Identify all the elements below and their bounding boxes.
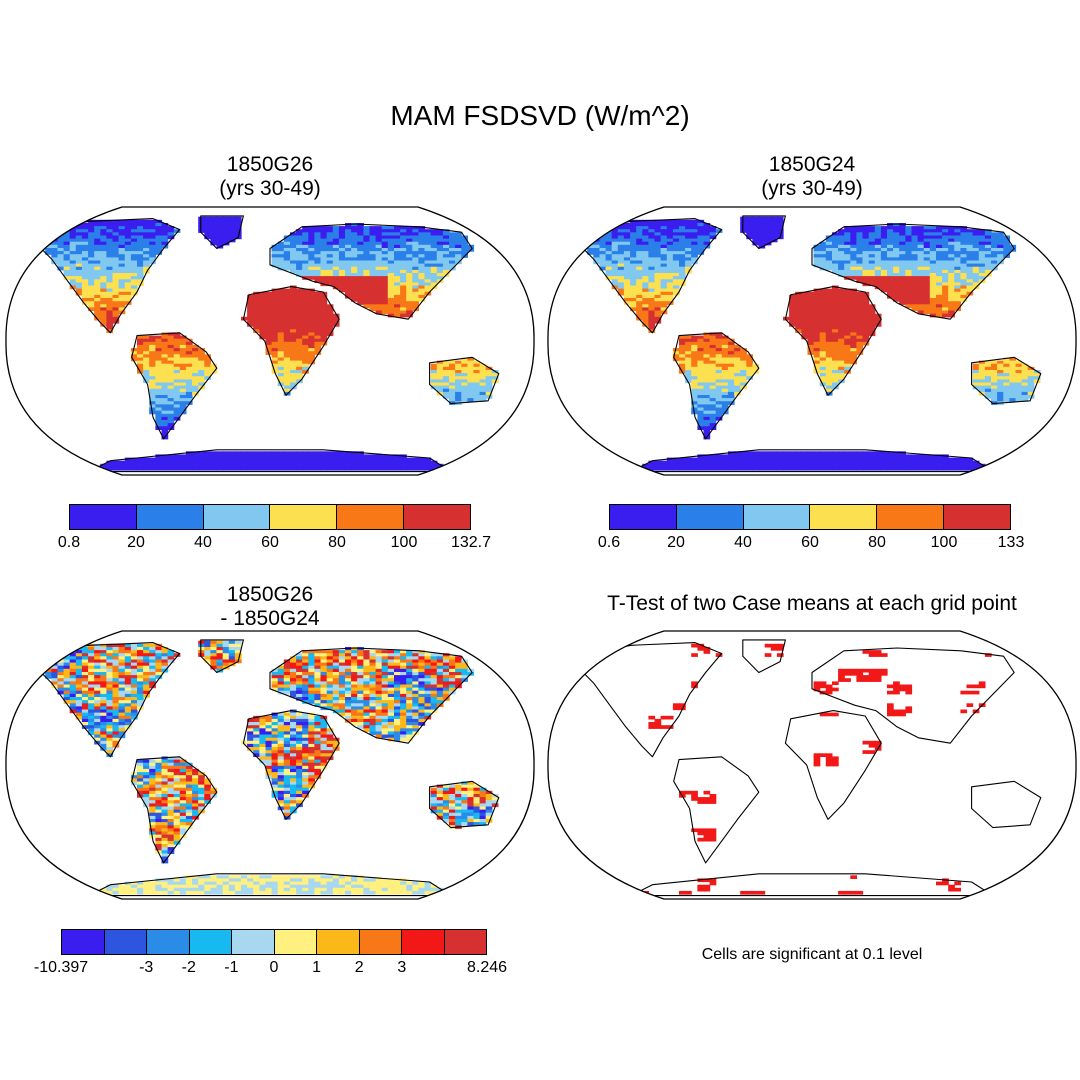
panel-title-top-left-line1: 1850G26 bbox=[226, 153, 314, 176]
map-field bbox=[39, 216, 499, 471]
colorbar-swatch bbox=[70, 505, 137, 529]
colorbar-tick-label: 80 bbox=[868, 534, 886, 551]
coastline-eurasia bbox=[269, 223, 473, 320]
panel-title-bottom-right: T-Test of two Case means at each grid po… bbox=[552, 592, 1072, 616]
panel-title-bottom-left-line2: - 1850G24 bbox=[220, 607, 320, 630]
colorbar-tick-label: -2 bbox=[181, 959, 196, 976]
map-field bbox=[636, 643, 992, 895]
coastline-south-america bbox=[673, 332, 760, 440]
colorbar-swatch bbox=[404, 505, 470, 529]
panel-title-top-right: 1850G24 (yrs 30-49) bbox=[672, 153, 952, 201]
map-panel-top-right bbox=[547, 206, 1077, 476]
colorbar-swatch bbox=[232, 930, 275, 954]
colorbar-tick-label: 0 bbox=[269, 959, 279, 976]
figure-title: MAM FSDSVD (W/m^2) bbox=[390, 100, 690, 131]
coastline-africa bbox=[242, 286, 340, 396]
colorbar-top-left bbox=[69, 504, 471, 530]
map-border bbox=[547, 206, 1077, 476]
colorbar-tick-label: -10.397 bbox=[33, 959, 89, 976]
coastline-greenland bbox=[200, 639, 244, 674]
colorbar-swatch bbox=[270, 505, 338, 529]
coastline-eurasia bbox=[811, 647, 1015, 744]
colorbar-tick-label: 60 bbox=[261, 534, 279, 551]
colorbar-tick-label: 133 bbox=[997, 534, 1025, 551]
colorbar-swatch bbox=[274, 930, 317, 954]
colorbar-tick-label: 132.7 bbox=[450, 534, 492, 551]
colorbar-tick-label: 40 bbox=[194, 534, 212, 551]
map-border bbox=[5, 206, 535, 476]
colorbar-tick-label: 2 bbox=[354, 959, 364, 976]
coastline-australia bbox=[971, 356, 1042, 405]
colorbar-tick-label: 20 bbox=[667, 534, 685, 551]
panel-title-bottom-left: 1850G26 - 1850G24 bbox=[130, 583, 410, 631]
colorbar-top-right bbox=[609, 504, 1011, 530]
colorbar-swatch bbox=[189, 930, 232, 954]
colorbar-swatch bbox=[676, 505, 744, 529]
panel-title-top-left-line2: (yrs 30-49) bbox=[219, 177, 321, 200]
colorbar-tick-label: 100 bbox=[930, 534, 958, 551]
colorbar-tick-label: 8.246 bbox=[466, 959, 508, 976]
map-border bbox=[547, 630, 1077, 900]
colorbar-swatch bbox=[610, 505, 677, 529]
colorbar-tick-label: 60 bbox=[801, 534, 819, 551]
colorbar-swatch bbox=[810, 505, 878, 529]
map-panel-bottom-right bbox=[547, 630, 1077, 900]
panel-title-top-right-line2: (yrs 30-49) bbox=[761, 177, 863, 200]
coastline-australia bbox=[429, 356, 500, 405]
map-ocean bbox=[547, 631, 1077, 899]
significance-note: Cells are significant at 0.1 level bbox=[701, 946, 923, 963]
colorbar-swatch bbox=[104, 930, 147, 954]
coastline-greenland bbox=[742, 639, 786, 674]
coastline-south-america bbox=[131, 756, 218, 864]
colorbar-tick-label: 40 bbox=[734, 534, 752, 551]
colorbar-swatch bbox=[136, 505, 204, 529]
map-panel-top-left bbox=[5, 206, 535, 476]
colorbar-swatch bbox=[402, 930, 445, 954]
colorbar-swatch bbox=[877, 505, 945, 529]
colorbar-tick-label: -3 bbox=[139, 959, 154, 976]
coastline-greenland bbox=[742, 215, 786, 250]
colorbar-tick-label: -1 bbox=[224, 959, 239, 976]
colorbar-tick-label: 0.8 bbox=[57, 534, 81, 551]
colorbar-tick-label: 80 bbox=[328, 534, 346, 551]
colorbar-tick-label: 1 bbox=[312, 959, 322, 976]
colorbar-swatch bbox=[317, 930, 360, 954]
coastline-greenland bbox=[200, 215, 244, 250]
coastline-australia bbox=[429, 780, 500, 829]
coastline-africa bbox=[242, 710, 340, 820]
colorbar-swatch bbox=[444, 930, 486, 954]
colorbar-swatch bbox=[203, 505, 271, 529]
coastline-eurasia bbox=[811, 223, 1015, 320]
map-border bbox=[5, 630, 535, 900]
colorbar-tick-label: 0.6 bbox=[597, 534, 621, 551]
colorbar-tick-label: 100 bbox=[390, 534, 418, 551]
coastline-south-america bbox=[673, 756, 760, 864]
panel-title-top-right-line1: 1850G24 bbox=[768, 153, 856, 176]
coastline-north-america bbox=[35, 642, 181, 758]
colorbar-tick-label: 20 bbox=[127, 534, 145, 551]
colorbar-bottom-left bbox=[61, 929, 487, 955]
colorbar-swatch bbox=[337, 505, 405, 529]
coastline-north-america bbox=[577, 218, 723, 334]
coastline-eurasia bbox=[269, 647, 473, 744]
panel-title-top-left: 1850G26 (yrs 30-49) bbox=[130, 153, 410, 201]
colorbar-swatch bbox=[62, 930, 105, 954]
coastline-south-america bbox=[131, 332, 218, 440]
colorbar-swatch bbox=[359, 930, 402, 954]
map-panel-bottom-left bbox=[5, 630, 535, 900]
coastline-africa bbox=[784, 286, 882, 396]
coastline-north-america bbox=[35, 218, 181, 334]
coastline-africa bbox=[784, 710, 882, 820]
colorbar-swatch bbox=[944, 505, 1010, 529]
coastline-australia bbox=[971, 780, 1042, 829]
map-field bbox=[581, 216, 1041, 471]
panel-title-bottom-right-line1: T-Test of two Case means at each grid po… bbox=[607, 592, 1017, 615]
coastline-north-america bbox=[577, 642, 723, 758]
panel-title-bottom-left-line1: 1850G26 bbox=[226, 583, 314, 606]
colorbar-tick-label: 3 bbox=[397, 959, 407, 976]
colorbar-swatch bbox=[743, 505, 811, 529]
colorbar-swatch bbox=[147, 930, 190, 954]
